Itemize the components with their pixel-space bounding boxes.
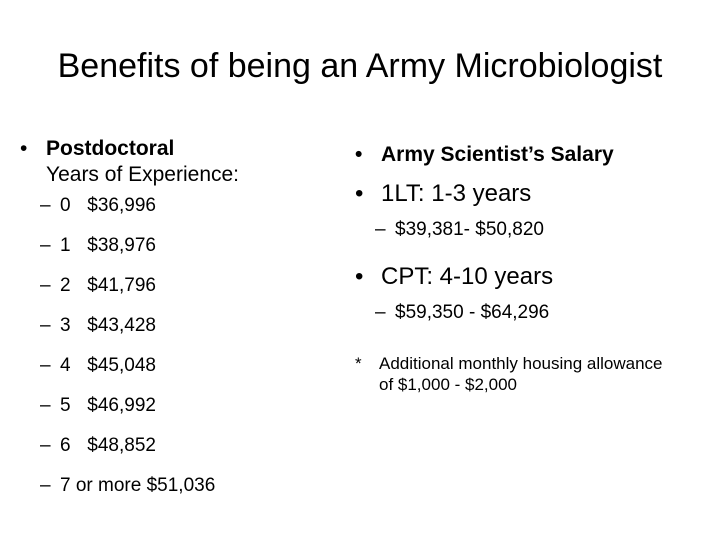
note-text: Additional monthly housing allowance of … xyxy=(379,354,663,394)
dash-icon: – xyxy=(40,395,51,416)
postdoctoral-bullet: • Postdoctoral Years of Experience: xyxy=(20,136,340,188)
dash-icon: – xyxy=(40,435,51,456)
dash-icon: – xyxy=(40,315,51,336)
bullet-icon: • xyxy=(355,180,364,207)
list-item: –5 $46,992 xyxy=(20,394,340,418)
years-value: 1 xyxy=(60,235,71,256)
list-item: –7 or more $51,036 xyxy=(20,474,340,498)
salary-value: $45,048 xyxy=(87,355,156,376)
list-item: –6 $48,852 xyxy=(20,434,340,458)
list-item: –3 $43,428 xyxy=(20,314,340,338)
list-item: –0 $36,996 xyxy=(20,194,340,218)
rank-range-cpt: – $59,350 - $64,296 xyxy=(355,301,705,325)
years-value: 0 xyxy=(60,195,71,216)
postdoctoral-salary-list: –0 $36,996 –1 $38,976 –2 $41,796 –3 $43,… xyxy=(20,194,340,498)
bullet-icon: • xyxy=(355,263,364,290)
salary-value: 7 or more $51,036 xyxy=(60,475,216,496)
salary-range: $59,350 - $64,296 xyxy=(395,302,550,323)
army-salary-bullet: • Army Scientist’s Salary xyxy=(355,142,705,168)
list-item: –1 $38,976 xyxy=(20,234,340,258)
years-value: 5 xyxy=(60,395,71,416)
postdoctoral-heading: Postdoctoral xyxy=(46,137,175,160)
army-salary-heading: Army Scientist’s Salary xyxy=(381,143,614,166)
salary-value: $36,996 xyxy=(87,195,156,216)
rank-bullet-cpt: • CPT: 4-10 years xyxy=(355,263,705,291)
salary-value: $38,976 xyxy=(87,235,156,256)
dash-icon: – xyxy=(40,235,51,256)
rank-label: CPT: 4-10 years xyxy=(381,263,554,290)
asterisk-icon: * xyxy=(355,354,362,373)
years-value: 2 xyxy=(60,275,71,296)
salary-value: $48,852 xyxy=(87,435,156,456)
rank-label: 1LT: 1-3 years xyxy=(381,180,532,207)
dash-icon: – xyxy=(375,302,386,323)
bullet-icon: • xyxy=(355,143,363,166)
salary-value: $43,428 xyxy=(87,315,156,336)
salary-value: $46,992 xyxy=(87,395,156,416)
years-value: 4 xyxy=(60,355,71,376)
rank-range-1lt: – $39,381- $50,820 xyxy=(355,218,705,242)
list-item: –2 $41,796 xyxy=(20,274,340,298)
postdoctoral-column: • Postdoctoral Years of Experience: –0 $… xyxy=(20,136,340,514)
years-value: 3 xyxy=(60,315,71,336)
housing-allowance-note: * Additional monthly housing allowance o… xyxy=(355,353,679,395)
years-of-experience-label: Years of Experience: xyxy=(46,163,240,186)
dash-icon: – xyxy=(40,195,51,216)
salary-value: $41,796 xyxy=(87,275,156,296)
dash-icon: – xyxy=(40,475,51,496)
bullet-icon: • xyxy=(20,137,28,160)
dash-icon: – xyxy=(40,275,51,296)
dash-icon: – xyxy=(375,219,386,240)
army-salary-column: • Army Scientist’s Salary • 1LT: 1-3 yea… xyxy=(355,142,705,395)
rank-bullet-1lt: • 1LT: 1-3 years xyxy=(355,180,705,208)
list-item: –4 $45,048 xyxy=(20,354,340,378)
slide-title: Benefits of being an Army Microbiologist xyxy=(57,47,663,85)
dash-icon: – xyxy=(40,355,51,376)
years-value: 6 xyxy=(60,435,71,456)
salary-range: $39,381- $50,820 xyxy=(395,219,544,240)
